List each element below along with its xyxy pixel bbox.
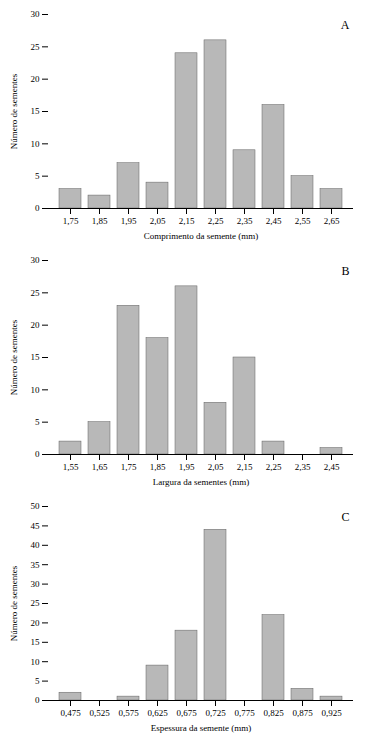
svg-text:2,25: 2,25 bbox=[208, 216, 224, 226]
svg-text:1,95: 1,95 bbox=[121, 216, 137, 226]
svg-text:1,85: 1,85 bbox=[150, 462, 166, 472]
svg-text:1,95: 1,95 bbox=[179, 462, 195, 472]
svg-text:10: 10 bbox=[31, 385, 41, 395]
svg-text:45: 45 bbox=[31, 521, 41, 531]
svg-text:Espessura da semente (mm): Espessura da semente (mm) bbox=[151, 723, 252, 733]
svg-text:2,15: 2,15 bbox=[179, 216, 195, 226]
svg-text:25: 25 bbox=[31, 598, 41, 608]
svg-text:0,525: 0,525 bbox=[89, 708, 110, 718]
svg-text:0,675: 0,675 bbox=[176, 708, 197, 718]
svg-text:0,775: 0,775 bbox=[234, 708, 255, 718]
svg-text:2,55: 2,55 bbox=[295, 216, 311, 226]
svg-text:10: 10 bbox=[31, 657, 41, 667]
svg-text:2,05: 2,05 bbox=[150, 216, 166, 226]
svg-text:2,65: 2,65 bbox=[324, 216, 340, 226]
svg-text:5: 5 bbox=[35, 417, 40, 427]
svg-text:25: 25 bbox=[31, 42, 41, 52]
svg-text:5: 5 bbox=[35, 171, 40, 181]
svg-text:0,925: 0,925 bbox=[321, 708, 342, 718]
svg-text:1,55: 1,55 bbox=[63, 462, 79, 472]
svg-text:B: B bbox=[341, 264, 349, 278]
svg-text:C: C bbox=[341, 510, 349, 524]
svg-text:35: 35 bbox=[31, 560, 41, 570]
svg-text:20: 20 bbox=[31, 618, 41, 628]
svg-text:20: 20 bbox=[31, 320, 41, 330]
svg-text:2,35: 2,35 bbox=[295, 462, 311, 472]
svg-text:Número de sementes: Número de sementes bbox=[9, 73, 19, 149]
svg-text:0: 0 bbox=[35, 449, 40, 459]
svg-text:30: 30 bbox=[31, 579, 41, 589]
svg-text:Número de sementes: Número de sementes bbox=[9, 319, 19, 395]
svg-text:A: A bbox=[341, 18, 350, 32]
svg-text:0,575: 0,575 bbox=[118, 708, 139, 718]
svg-text:0: 0 bbox=[35, 203, 40, 213]
svg-text:0: 0 bbox=[35, 695, 40, 705]
svg-text:1,75: 1,75 bbox=[63, 216, 79, 226]
svg-text:Número de sementes: Número de sementes bbox=[9, 565, 19, 641]
svg-text:0,825: 0,825 bbox=[263, 708, 284, 718]
svg-text:2,05: 2,05 bbox=[208, 462, 224, 472]
svg-text:1,85: 1,85 bbox=[92, 216, 108, 226]
svg-text:0,625: 0,625 bbox=[147, 708, 168, 718]
svg-text:40: 40 bbox=[31, 540, 41, 550]
svg-text:25: 25 bbox=[31, 288, 41, 298]
svg-text:2,45: 2,45 bbox=[324, 462, 340, 472]
svg-text:2,35: 2,35 bbox=[237, 216, 253, 226]
svg-text:30: 30 bbox=[31, 9, 41, 19]
svg-text:1,65: 1,65 bbox=[92, 462, 108, 472]
svg-text:0,875: 0,875 bbox=[292, 708, 313, 718]
svg-text:1,75: 1,75 bbox=[121, 462, 137, 472]
svg-text:2,25: 2,25 bbox=[266, 462, 282, 472]
svg-text:15: 15 bbox=[31, 352, 41, 362]
svg-text:0,475: 0,475 bbox=[60, 708, 81, 718]
svg-text:5: 5 bbox=[35, 676, 40, 686]
svg-text:50: 50 bbox=[31, 501, 41, 511]
svg-text:2,15: 2,15 bbox=[237, 462, 253, 472]
svg-text:10: 10 bbox=[31, 139, 41, 149]
svg-text:2,45: 2,45 bbox=[266, 216, 282, 226]
svg-text:Comprimento da semente (mm): Comprimento da semente (mm) bbox=[144, 231, 259, 241]
svg-text:0,725: 0,725 bbox=[205, 708, 226, 718]
svg-text:Largura da sementes (mm): Largura da sementes (mm) bbox=[153, 477, 250, 487]
svg-text:20: 20 bbox=[31, 74, 41, 84]
svg-text:30: 30 bbox=[31, 255, 41, 265]
svg-text:15: 15 bbox=[31, 106, 41, 116]
svg-text:15: 15 bbox=[31, 637, 41, 647]
